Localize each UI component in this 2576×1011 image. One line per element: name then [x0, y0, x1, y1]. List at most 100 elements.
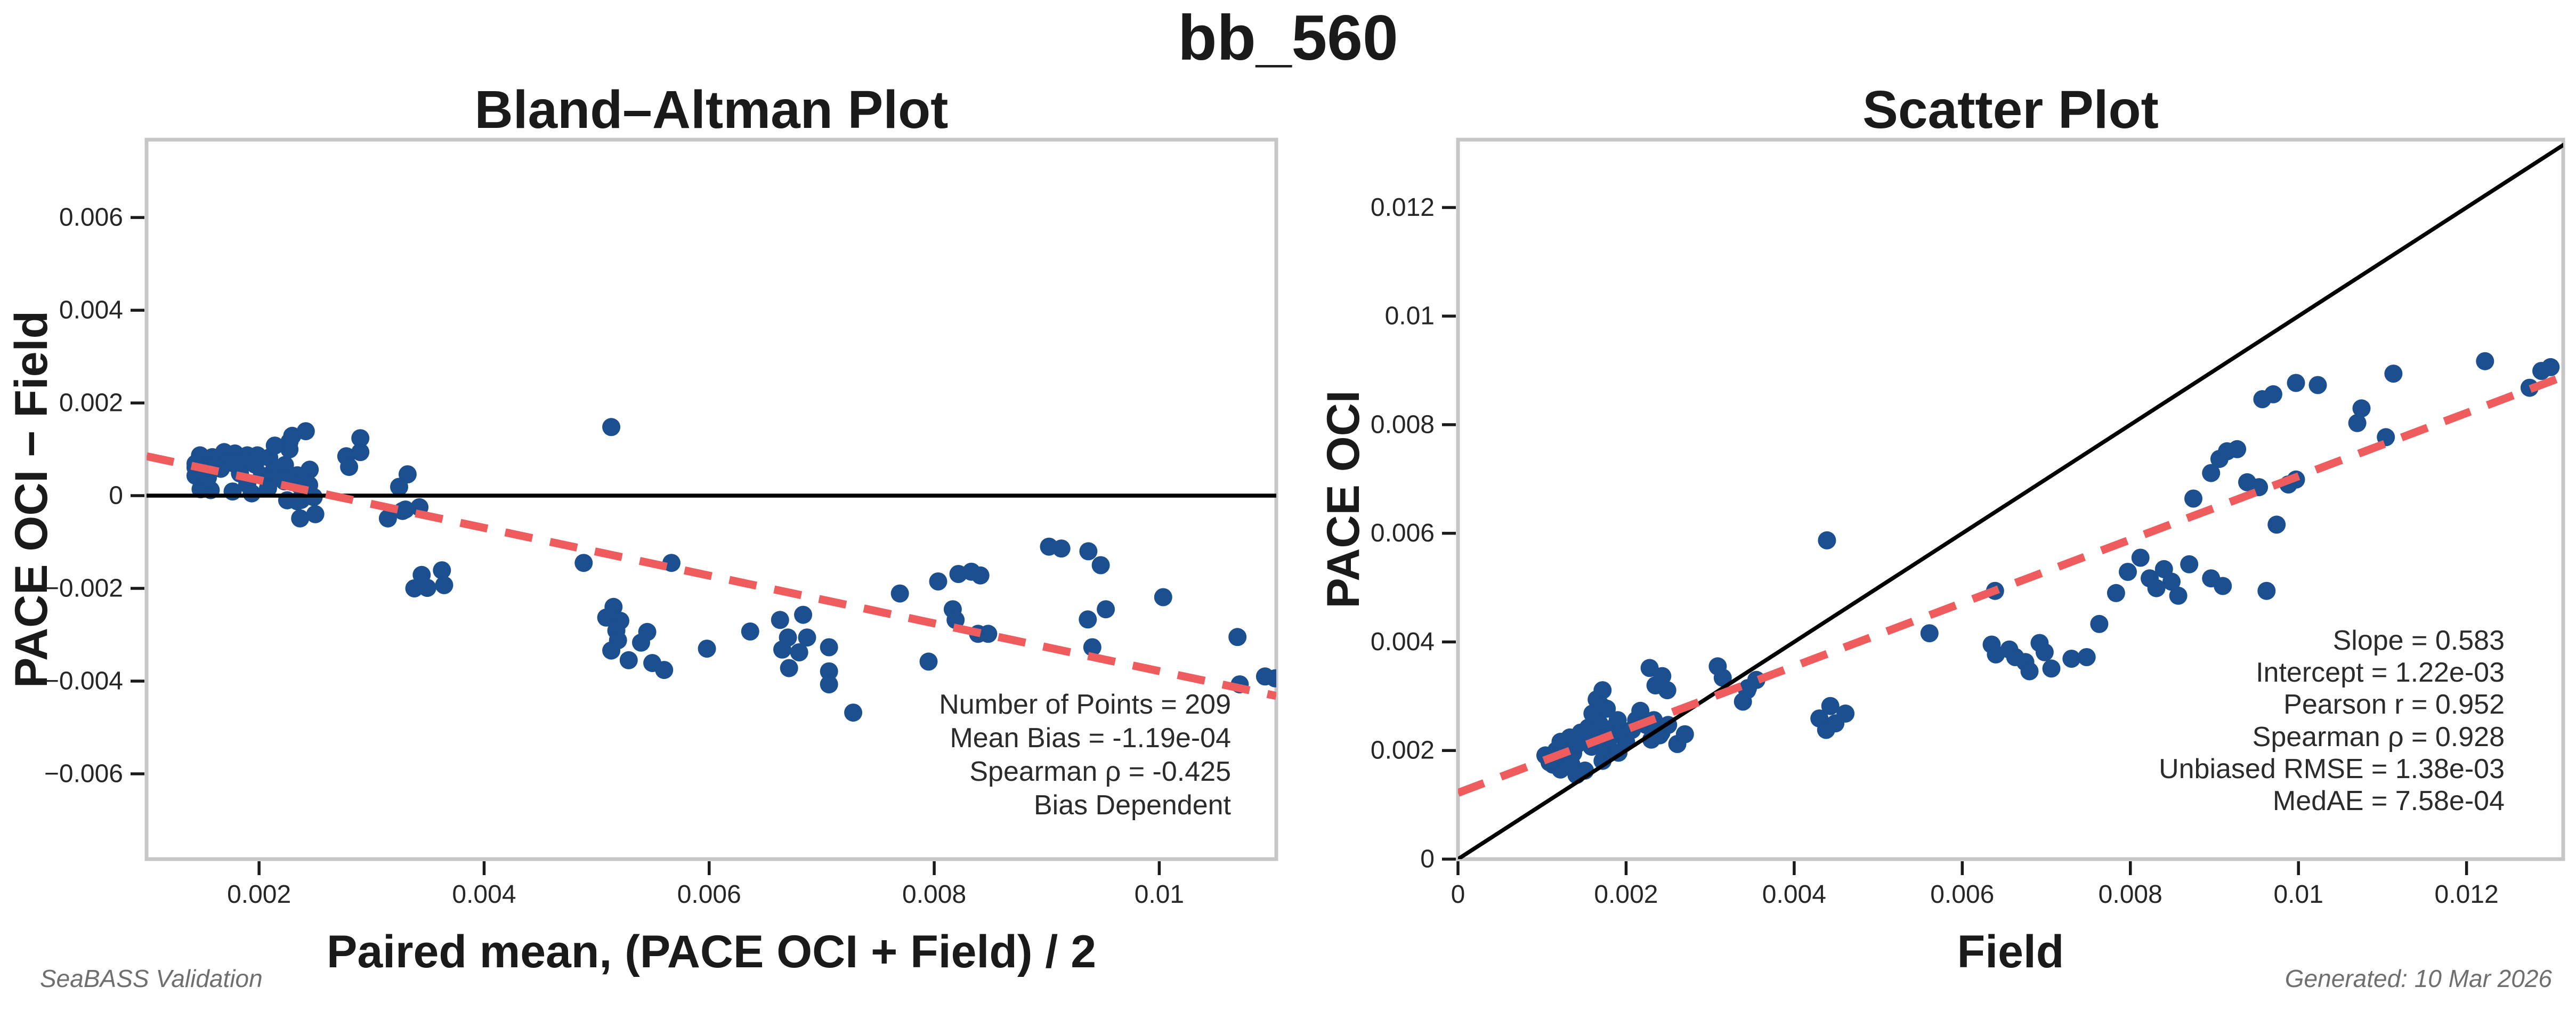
y-tick-label: −0.002 — [44, 575, 123, 603]
data-point — [698, 640, 716, 658]
data-point — [351, 429, 370, 448]
data-point — [1583, 704, 1602, 723]
data-point — [1738, 681, 1756, 700]
y-tick-label: −0.004 — [44, 667, 123, 695]
data-point — [844, 703, 863, 722]
data-point — [794, 605, 813, 624]
data-point — [2520, 378, 2539, 397]
bland-altman-title: Bland–Altman Plot — [475, 80, 949, 140]
bland-altman-stats-annotation: Number of Points = 209 Mean Bias = -1.19… — [939, 689, 1231, 821]
stat-slope: Slope = 0.583 — [2333, 625, 2505, 656]
data-point — [1079, 542, 1098, 561]
data-point — [2162, 572, 2181, 591]
bland-altman-plot-area: 0.002 0.004 0.006 0.008 0.01 0.006 0.004 0.002 0… — [44, 138, 1278, 909]
y-tick-label: 0 — [109, 482, 123, 510]
data-point — [662, 554, 681, 572]
bland-altman-ylabel: PACE OCI − Field — [6, 311, 57, 688]
data-point — [2541, 358, 2560, 376]
x-tick-label: 0.01 — [1135, 880, 1184, 909]
data-point — [890, 584, 909, 603]
stat-spearman-rho-right: Spearman ρ = 0.928 — [2253, 722, 2505, 753]
stat-bias-dependent: Bias Dependent — [1034, 790, 1232, 821]
axes-frame — [144, 138, 1278, 861]
y-tick-label: 0.006 — [59, 204, 123, 232]
y-tick-label: −0.006 — [44, 759, 123, 788]
data-point — [2214, 577, 2232, 595]
data-point — [619, 651, 638, 669]
data-point — [655, 661, 674, 680]
data-point — [2257, 581, 2276, 600]
data-point — [1083, 638, 1101, 657]
x-tick-label: 0.01 — [2273, 880, 2323, 909]
data-point — [2287, 374, 2305, 392]
data-point — [1640, 659, 1659, 677]
data-point — [798, 628, 816, 647]
data-point — [929, 572, 947, 591]
y-tick-label: 0.004 — [59, 296, 123, 325]
data-point — [971, 566, 990, 585]
data-point — [306, 505, 325, 523]
data-point — [259, 479, 277, 498]
data-point — [1228, 628, 1247, 646]
data-point — [2384, 365, 2403, 383]
figure-title: bb_560 — [1178, 2, 1398, 74]
data-point — [2202, 464, 2221, 482]
data-point — [574, 554, 593, 572]
data-point — [340, 458, 359, 476]
data-point — [2020, 662, 2039, 681]
data-point — [2119, 563, 2137, 581]
data-point — [1593, 681, 1612, 700]
data-point — [1836, 704, 1855, 723]
data-point — [1052, 539, 1071, 558]
y-tick-label: 0.012 — [1371, 193, 1435, 222]
stat-mean-bias: Mean Bias = -1.19e-04 — [950, 723, 1231, 754]
data-point — [1821, 697, 1840, 715]
data-point — [979, 625, 998, 643]
data-point — [1713, 668, 1732, 687]
data-point — [2476, 352, 2494, 370]
data-point — [1266, 669, 1276, 688]
data-point — [1598, 699, 1616, 718]
data-point — [378, 509, 397, 528]
data-point — [2264, 385, 2282, 403]
scatter-title: Scatter Plot — [1862, 80, 2159, 140]
data-point — [632, 633, 650, 652]
data-point — [2062, 650, 2081, 668]
data-point — [820, 662, 838, 681]
data-point — [280, 440, 299, 459]
data-point — [276, 456, 294, 474]
data-point — [351, 443, 370, 462]
data-point — [1631, 701, 1650, 720]
x-tick-label: 0.008 — [2099, 880, 2162, 909]
stat-medae: MedAE = 7.58e-04 — [2273, 786, 2505, 816]
data-point — [2147, 579, 2166, 597]
footer-source-label: SeaBASS Validation — [40, 965, 263, 992]
data-point — [773, 640, 791, 659]
data-point — [1920, 624, 1939, 643]
data-point — [2077, 648, 2096, 666]
data-point — [2228, 440, 2247, 458]
regression-line — [147, 452, 1276, 700]
data-point — [435, 576, 453, 594]
panel-scatter: Scatter Plot Field PACE OCI Slope = 0.58… — [1318, 80, 2565, 977]
stat-pearson-r: Pearson r = 0.952 — [2283, 689, 2505, 720]
data-point — [296, 422, 315, 441]
y-tick-label: 0.002 — [59, 389, 123, 417]
data-point — [597, 608, 615, 627]
identity-line — [1458, 142, 2563, 859]
data-point — [2090, 614, 2109, 633]
data-point — [1818, 531, 1836, 549]
stat-spearman-rho-left: Spearman ρ = -0.425 — [969, 756, 1231, 787]
data-point — [242, 484, 261, 503]
data-point — [771, 611, 789, 629]
y-tick-label: 0.01 — [1385, 302, 1435, 330]
x-tick-label: 0.008 — [902, 880, 966, 909]
x-tick-label: 0.006 — [1930, 880, 1994, 909]
scatter-xlabel: Field — [1957, 926, 2064, 977]
data-point — [780, 659, 798, 677]
x-tick-label: 0.004 — [452, 880, 516, 909]
y-tick-label: 0 — [1420, 845, 1435, 873]
data-point — [946, 611, 965, 629]
y-tick-label: 0.006 — [1371, 519, 1435, 547]
data-point — [1154, 588, 1172, 606]
